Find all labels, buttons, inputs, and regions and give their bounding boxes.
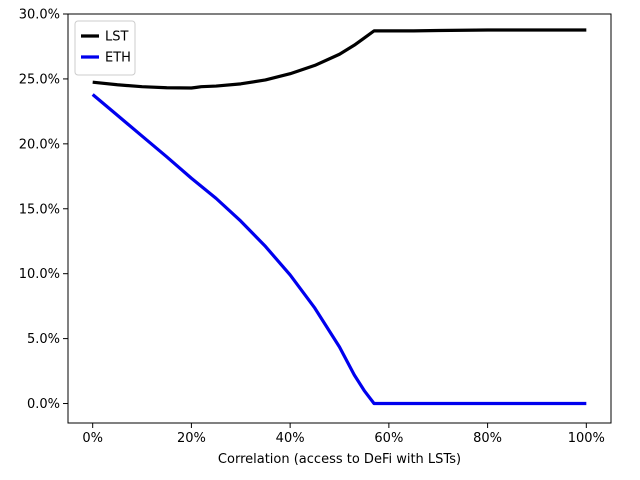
series-line-eth <box>91 93 587 406</box>
x-tick-label: 60% <box>374 431 403 446</box>
x-tick-label: 80% <box>473 431 502 446</box>
y-tick-label: 5.0% <box>27 332 60 347</box>
x-tick-label: 0% <box>82 431 103 446</box>
y-tick-label: 25.0% <box>19 72 60 87</box>
x-axis-title: Correlation (access to DeFi with LSTs) <box>218 452 461 467</box>
y-tick-label: 15.0% <box>19 202 60 217</box>
x-axis: 0% 20% 40% 60% 80% 100% <box>82 423 605 446</box>
x-tick-label: 20% <box>177 431 206 446</box>
y-tick-label: 20.0% <box>19 137 60 152</box>
plot-area <box>67 13 612 424</box>
y-tick-label: 0.0% <box>27 397 60 412</box>
x-tick-label: 100% <box>568 431 605 446</box>
y-tick-label: 30.0% <box>19 8 60 23</box>
plot-frame <box>67 13 612 424</box>
y-axis: 0.0% 5.0% 10.0% 15.0% 20.0% 25.0% 30.0% <box>19 8 68 412</box>
series-line-lst <box>92 28 587 90</box>
x-tick-label: 40% <box>276 431 305 446</box>
series-layer <box>91 28 587 406</box>
legend-label-eth: ETH <box>105 51 131 66</box>
legend-label-lst: LST <box>105 30 128 45</box>
y-tick-label: 10.0% <box>19 267 60 282</box>
legend: LST ETH <box>74 20 136 76</box>
